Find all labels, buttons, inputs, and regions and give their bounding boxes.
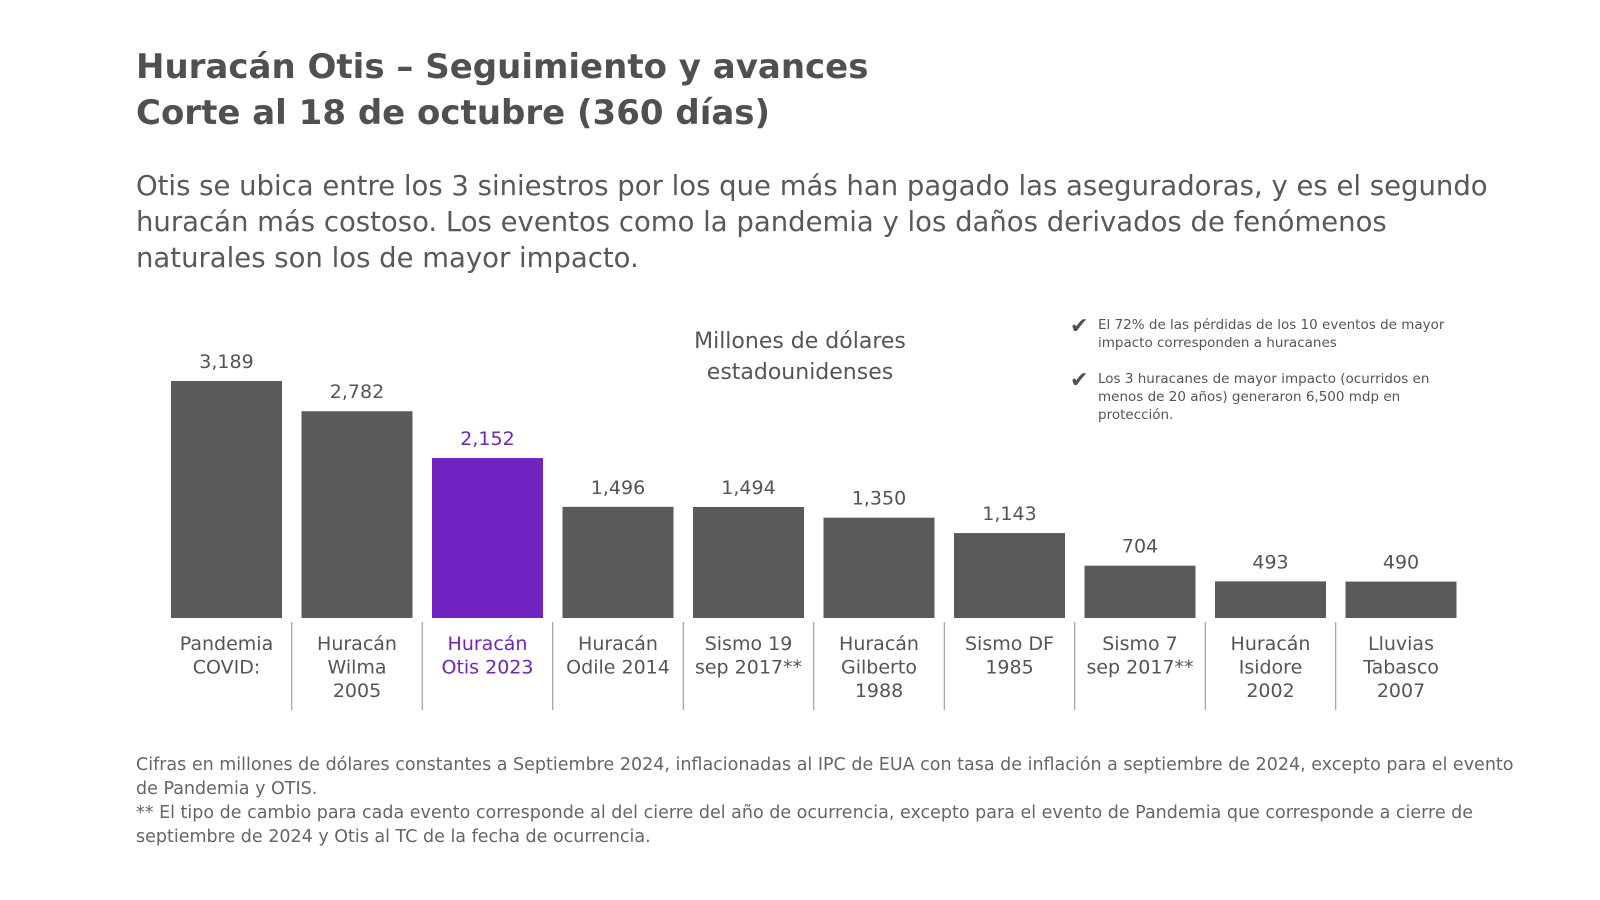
data-label: 490 (1383, 552, 1419, 574)
bar (954, 533, 1065, 618)
note-item: ✔ El 72% de las pérdidas de los 10 event… (1070, 316, 1478, 352)
summary-text: Otis se ubica entre los 3 siniestros por… (136, 170, 1488, 274)
chart-notes: ✔ El 72% de las pérdidas de los 10 event… (1070, 316, 1478, 442)
category-label: sep 2017** (1086, 657, 1193, 679)
footnote-2: ** El tipo de cambio para cada evento co… (136, 803, 1474, 847)
bar (1215, 581, 1326, 618)
check-icon: ✔ (1070, 368, 1089, 393)
footnotes: Cifras en millones de dólares constantes… (136, 753, 1536, 849)
note-text: Los 3 huracanes de mayor impacto (ocurri… (1098, 371, 1430, 423)
data-label: 2,152 (460, 428, 514, 450)
bar (1084, 565, 1196, 618)
note-text: El 72% de las pérdidas de los 10 eventos… (1098, 317, 1445, 351)
category-label: Huracán (317, 633, 397, 655)
category-label: Isidore (1239, 657, 1303, 679)
check-icon: ✔ (1070, 314, 1089, 339)
category-label: Huracán (448, 633, 528, 655)
category-label: Pandemia (180, 633, 273, 655)
category-label: Gilberto (841, 657, 917, 679)
bar (823, 517, 935, 618)
data-label: 1,496 (591, 477, 645, 499)
category-label: Wilma (327, 657, 386, 679)
note-item: ✔ Los 3 huracanes de mayor impacto (ocur… (1070, 370, 1478, 424)
data-label: 1,143 (982, 503, 1036, 525)
bar (693, 506, 804, 618)
category-label: Odile 2014 (566, 657, 670, 679)
category-label: Sismo 7 (1102, 633, 1178, 655)
footnote-1: Cifras en millones de dólares constantes… (136, 755, 1514, 799)
bar (562, 506, 674, 618)
data-label: 3,189 (199, 351, 253, 373)
bar (171, 381, 282, 618)
category-label: 1988 (855, 680, 903, 702)
data-label: 2,782 (330, 381, 384, 403)
category-label: Otis 2023 (442, 657, 534, 679)
bar (432, 458, 543, 618)
data-label: 704 (1122, 536, 1158, 558)
data-label: 1,494 (721, 477, 775, 499)
category-label: 2002 (1246, 680, 1294, 702)
category-label: Tabasco (1362, 657, 1439, 679)
category-label: Huracán (1231, 633, 1311, 655)
category-label: sep 2017** (695, 657, 802, 679)
chart-unit-label: Millones de dólares estadounidenses (694, 329, 906, 385)
title-line-2: Corte al 18 de octubre (360 días) (136, 93, 771, 133)
category-label: Sismo DF (965, 633, 1054, 655)
bar (1345, 581, 1457, 618)
category-label: 2005 (333, 680, 381, 702)
bar-chart: 3,189PandemiaCOVID:2,782HuracánWilma2005… (171, 351, 1457, 710)
category-label: 2007 (1377, 680, 1425, 702)
category-label: Lluvias (1368, 633, 1434, 655)
data-label: 493 (1252, 551, 1288, 573)
category-label: COVID: (193, 657, 261, 679)
page-title: Huracán Otis – Seguimiento y avances Cor… (136, 44, 868, 136)
bar (301, 411, 413, 618)
category-label: Huracán (578, 633, 658, 655)
data-label: 1,350 (852, 488, 906, 510)
category-label: Sismo 19 (705, 633, 793, 655)
category-label: Huracán (839, 633, 919, 655)
title-line-1: Huracán Otis – Seguimiento y avances (136, 47, 869, 87)
category-label: 1985 (985, 657, 1033, 679)
